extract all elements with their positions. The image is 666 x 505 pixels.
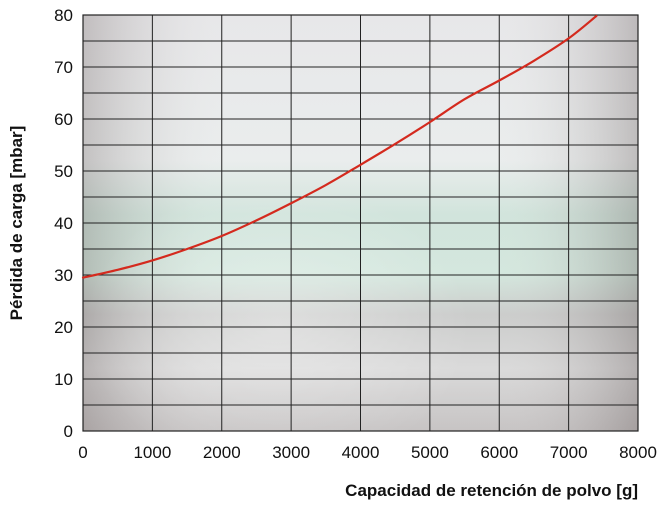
y-tick-label: 60 [54, 110, 73, 129]
y-axis-ticks: 0 10 20 30 40 50 60 70 80 [54, 6, 73, 441]
y-tick-label: 70 [54, 58, 73, 77]
y-axis-title: Pérdida de carga [mbar] [7, 126, 26, 321]
y-tick-label: 20 [54, 318, 73, 337]
y-tick-label: 30 [54, 266, 73, 285]
x-tick-label: 8000 [619, 443, 657, 462]
x-axis-title: Capacidad de retención de polvo [g] [345, 481, 638, 500]
y-tick-label: 80 [54, 6, 73, 25]
grid [83, 15, 638, 431]
x-tick-label: 0 [78, 443, 87, 462]
y-tick-label: 40 [54, 214, 73, 233]
y-tick-label: 50 [54, 162, 73, 181]
series-line [81, 14, 598, 279]
x-tick-label: 1000 [133, 443, 171, 462]
plot-frame [82, 14, 639, 432]
x-axis-ticks: 0 1000 2000 3000 4000 5000 6000 7000 8000 [78, 443, 657, 462]
x-tick-label: 3000 [272, 443, 310, 462]
x-tick-label: 7000 [550, 443, 588, 462]
plot-area [81, 14, 639, 432]
y-tick-label: 10 [54, 370, 73, 389]
x-tick-label: 4000 [342, 443, 380, 462]
y-tick-label: 0 [64, 422, 73, 441]
x-tick-label: 2000 [203, 443, 241, 462]
x-tick-label: 5000 [411, 443, 449, 462]
x-tick-label: 6000 [480, 443, 518, 462]
